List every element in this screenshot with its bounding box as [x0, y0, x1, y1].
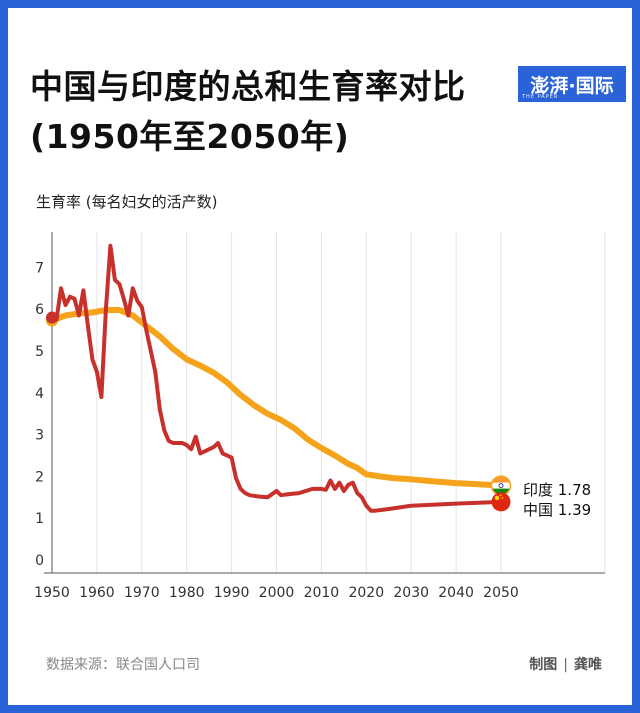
- x-tick-label-2030: 2030: [393, 585, 429, 601]
- y-tick-label-5: 5: [35, 344, 44, 360]
- india-flag-band-bottom: [492, 488, 510, 495]
- y-tick-label-1: 1: [35, 511, 44, 527]
- publisher-badge-label: 澎湃·国际: [530, 74, 614, 97]
- y-tick-label-6: 6: [35, 302, 44, 318]
- china-flag-small-star-2: [501, 497, 504, 499]
- end-labels: 印度 1.78 中国 1.39: [490, 475, 591, 519]
- series-end-label-china: 中国 1.39: [523, 501, 591, 519]
- series-end-label-india: 印度 1.78: [523, 481, 591, 499]
- credit: 制图 | 龚唯: [529, 654, 602, 674]
- china-flag-small-star-1: [499, 494, 502, 497]
- india-flag-band-top: [492, 476, 510, 483]
- publisher-badge-sub: THE PAPER: [522, 94, 559, 100]
- india-flag-wheel: [498, 483, 504, 488]
- china-flag-icon: [491, 492, 511, 512]
- y-tick-label-4: 4: [35, 386, 44, 402]
- y-tick-label-3: 3: [35, 428, 44, 444]
- china-flag-star: [494, 495, 500, 501]
- credit-name: 龚唯: [574, 657, 602, 673]
- y-axis-label: 生育率 (每名妇女的活产数): [36, 193, 218, 211]
- x-tick-label-1950: 1950: [34, 585, 70, 601]
- grid: [51, 232, 606, 573]
- y-tick-label-2: 2: [35, 469, 44, 485]
- series-line-china: [50, 243, 503, 513]
- source-note: 数据来源：联合国人口司: [46, 657, 200, 673]
- x-tick-label-1970: 1970: [124, 585, 160, 601]
- axes: 1950 1960 1970 1980 1990 2000 2010 2020 2030 2040…: [34, 232, 605, 601]
- series-line-india: [49, 307, 504, 489]
- chart-title: 中国与印度的总和生育率对比(1950年至2050年): [30, 67, 466, 156]
- publisher-badge: 澎湃·国际 THE PAPER: [518, 66, 626, 102]
- credit-separator: |: [563, 657, 568, 673]
- x-tick-label-1990: 1990: [214, 585, 250, 601]
- x-tick-label-2020: 2020: [348, 585, 384, 601]
- x-tick-label-1980: 1980: [169, 585, 205, 601]
- india-flag-band-mid: [492, 482, 510, 489]
- india-flag-bands: [492, 476, 510, 495]
- y-tick-label-7: 7: [35, 260, 44, 276]
- series-lines: [46, 243, 504, 513]
- x-tick-label-2040: 2040: [438, 585, 474, 601]
- y-tick-label-0: 0: [35, 553, 44, 569]
- series-start-point-china: [46, 311, 58, 324]
- credit-label: 制图: [529, 657, 558, 673]
- x-tick-label-2010: 2010: [304, 585, 340, 601]
- x-tick-label-2050: 2050: [483, 585, 519, 601]
- x-tick-label-1960: 1960: [79, 585, 115, 601]
- x-tick-label-2000: 2000: [259, 585, 295, 601]
